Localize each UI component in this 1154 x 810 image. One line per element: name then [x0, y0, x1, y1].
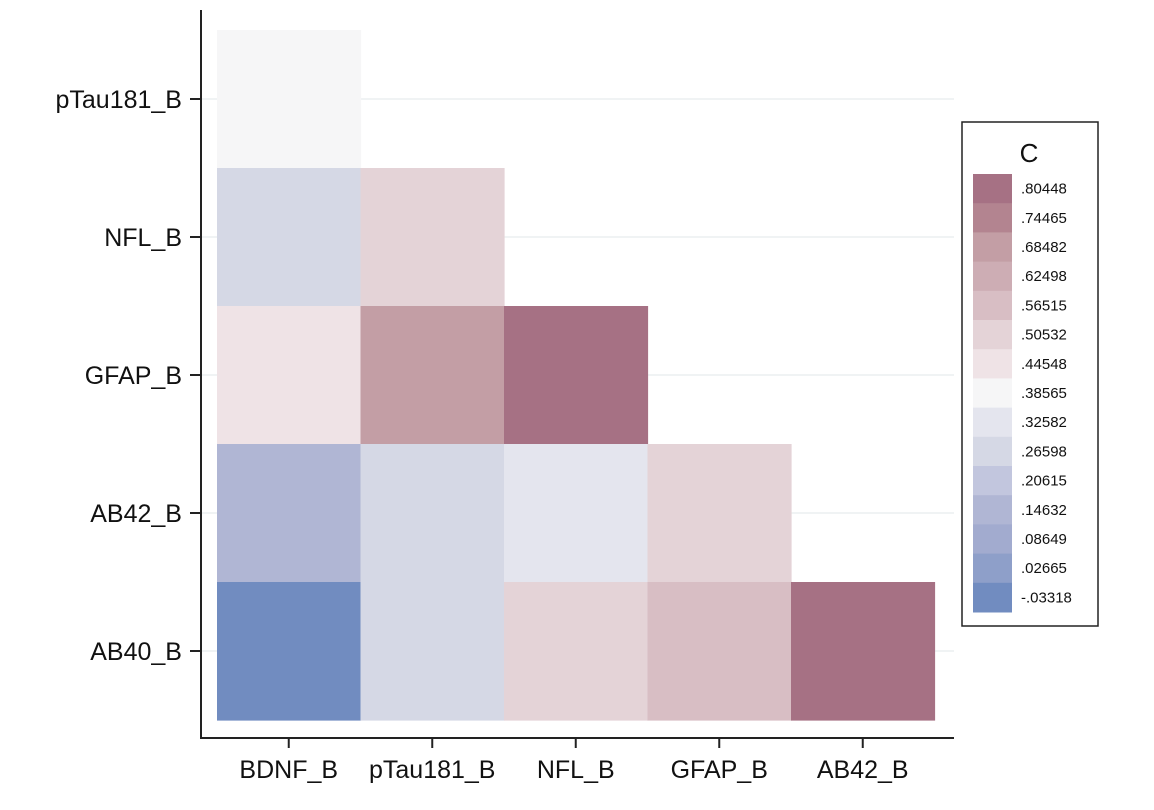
legend: C .80448 .74465 .68482 .62498 .56515 .50532 .44… [961, 121, 1099, 627]
legend-label: .14632 [1021, 502, 1067, 519]
heatmap-cell [647, 582, 792, 721]
heatmap-cell [360, 444, 505, 583]
legend-label: .44548 [1021, 356, 1067, 373]
heatmap-cell [647, 444, 792, 583]
heatmap-cell [217, 30, 362, 169]
x-tick-label: pTau181_B [369, 756, 496, 784]
heatmap-cell [504, 306, 649, 445]
legend-swatch [973, 436, 1012, 467]
legend-label: .56515 [1021, 297, 1067, 314]
x-tick-label: NFL_B [537, 756, 615, 784]
legend-label: -.03318 [1021, 589, 1072, 606]
heatmap-cell [217, 168, 362, 307]
legend-swatch [973, 407, 1012, 438]
legend-label: .08649 [1021, 531, 1067, 548]
legend-label: .32582 [1021, 414, 1067, 431]
x-tick-label: BDNF_B [239, 756, 338, 784]
x-tick-label: GFAP_B [671, 756, 768, 784]
heatmap-cell [217, 306, 362, 445]
axes: pTau181_B NFL_B GFAP_B AB42_B AB40_B BDNF_B pT… [55, 10, 954, 784]
legend-title: C [1020, 138, 1039, 168]
x-tick-label: AB42_B [817, 756, 909, 784]
legend-swatch [973, 349, 1012, 379]
legend-swatch [973, 553, 1012, 584]
y-tick-label: AB42_B [90, 500, 182, 528]
heatmap-cell [360, 582, 505, 721]
heatmap-cell [791, 582, 936, 721]
legend-swatch [973, 261, 1012, 292]
heatmap-cell [217, 582, 362, 721]
heatmap-cell [504, 582, 649, 721]
legend-label: .38565 [1021, 385, 1067, 402]
legend-swatch [973, 290, 1012, 321]
legend-swatch [973, 495, 1012, 525]
legend-label: .74465 [1021, 210, 1067, 227]
legend-label: .80448 [1021, 181, 1067, 198]
legend-label: .62498 [1021, 268, 1067, 285]
heatmap-cells [217, 30, 936, 721]
legend-swatch [973, 524, 1012, 555]
legend-label: .20615 [1021, 473, 1067, 490]
y-tick-label: GFAP_B [85, 362, 182, 390]
legend-swatch [973, 320, 1012, 350]
heatmap-cell [217, 444, 362, 583]
legend-label: .26598 [1021, 443, 1067, 460]
legend-label: .02665 [1021, 560, 1067, 577]
y-tick-label: NFL_B [104, 224, 182, 252]
legend-label: .68482 [1021, 239, 1067, 256]
legend-swatch [973, 232, 1012, 263]
y-tick-label: pTau181_B [55, 86, 182, 114]
legend-label: .50532 [1021, 327, 1067, 344]
heatmap-cell [360, 306, 505, 445]
y-tick-label: AB40_B [90, 638, 182, 666]
heatmap-cell [504, 444, 649, 583]
legend-swatch [973, 203, 1012, 233]
legend-swatch [973, 174, 1012, 204]
legend-swatch [973, 466, 1012, 496]
legend-swatch [973, 378, 1012, 409]
heatmap-cell [360, 168, 505, 307]
legend-swatch [973, 582, 1012, 613]
